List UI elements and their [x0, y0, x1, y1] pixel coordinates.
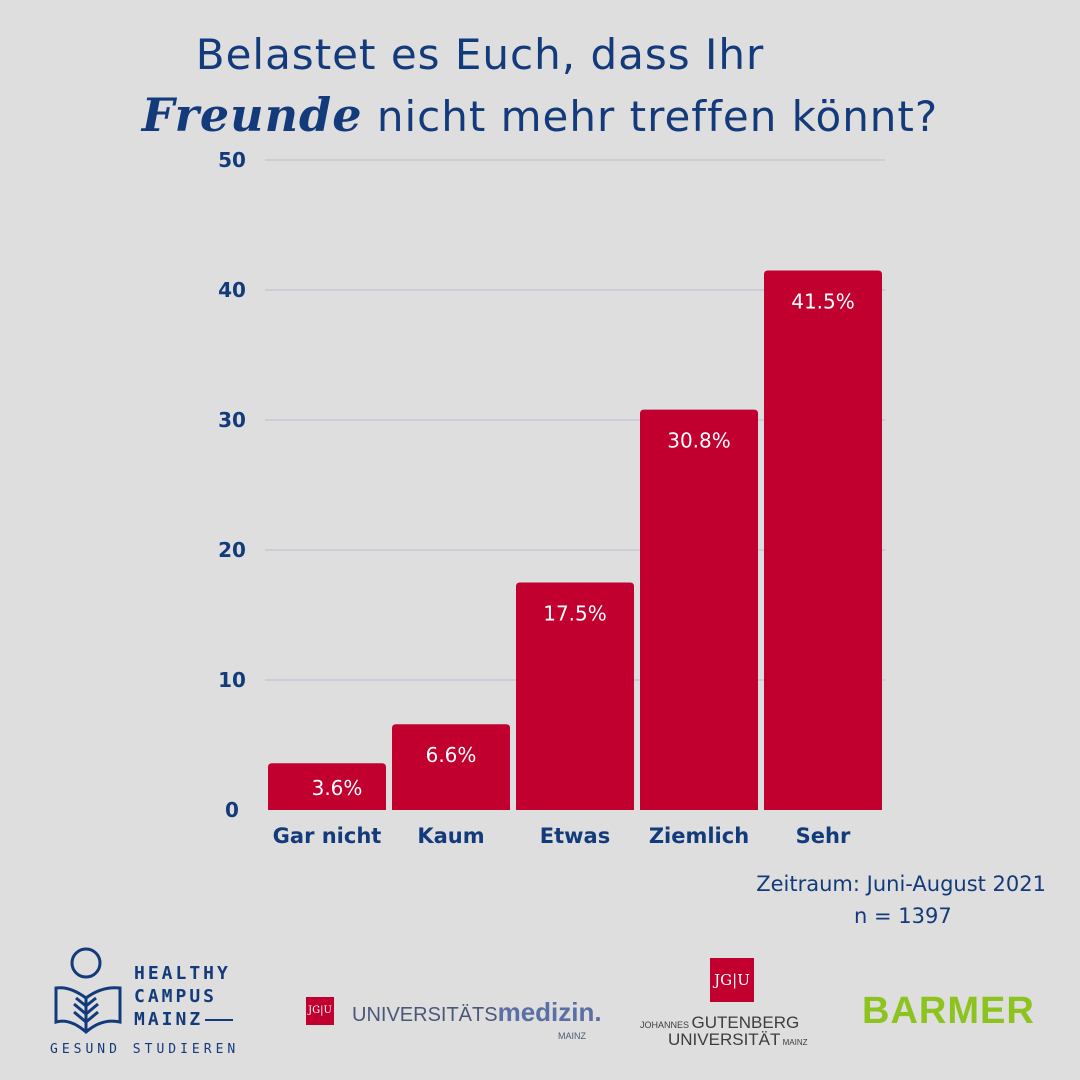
x-category-label: Gar nicht [273, 824, 382, 848]
hcm-line-3: MAINZ [134, 1009, 204, 1030]
sample-size-note: n = 1397 [854, 904, 952, 928]
jgu-logo: JG|U JOHANNES GUTENBERG UNIVERSITÄT MAIN… [636, 958, 816, 1050]
y-tick-label: 40 [218, 278, 246, 302]
um-jgu-mark: JG|U [306, 997, 334, 1025]
bar [764, 270, 882, 810]
um-wordmark-b: medizin. [497, 997, 602, 1027]
x-category-label: Sehr [796, 824, 851, 848]
chart-title-line-1: Belastet es Euch, dass Ihr [195, 30, 765, 79]
data-label: 17.5% [543, 602, 607, 626]
hcm-line-1: HEALTHY [134, 963, 231, 984]
um-wordmark-a: UNIVERSITÄTS [352, 1004, 498, 1026]
jgu-mark: JG|U [710, 958, 754, 1002]
chart-title-rest: nicht mehr treffen könnt? [376, 92, 939, 141]
bar-chart: 0 10 20 30 40 50 3.6% Gar nicht 6.6% Kaum 17.5% Etw… [218, 148, 885, 848]
chart-title-emphasis: Freunde [141, 88, 363, 142]
healthy-campus-mainz-logo: HEALTHY CAMPUS MAINZ GESUND STUDIEREN [50, 946, 250, 1061]
jgu-line-2: UNIVERSITÄT MAINZ [668, 1030, 808, 1050]
barmer-logo: BARMER [862, 990, 1035, 1032]
um-wordmark: UNIVERSITÄTSmedizin. [352, 997, 602, 1028]
data-label: 41.5% [791, 290, 855, 314]
person-reading-book-icon [54, 947, 122, 1034]
universitaetsmedizin-logo: JG|U UNIVERSITÄTSmedizin. MAINZ [306, 995, 606, 1045]
bar [268, 763, 386, 810]
y-tick-label: 30 [218, 408, 246, 432]
y-tick-label: 50 [218, 148, 246, 172]
data-label: 3.6% [312, 776, 363, 800]
y-tick-label: 20 [218, 538, 246, 562]
data-label: 6.6% [426, 743, 477, 767]
data-label: 30.8% [667, 429, 731, 453]
hcm-line-2: CAMPUS [134, 986, 218, 1007]
period-note: Zeitraum: Juni-August 2021 [756, 872, 1046, 896]
hcm-tagline: GESUND STUDIEREN [50, 1042, 240, 1057]
chart-title-line-2: Freunde nicht mehr treffen könnt? [0, 88, 1080, 142]
x-category-label: Kaum [417, 824, 484, 848]
bar [640, 409, 758, 810]
x-category-label: Ziemlich [649, 824, 749, 848]
um-subtitle: MAINZ [558, 1031, 586, 1041]
jgu-line-1-b: GUTENBERG [691, 1013, 800, 1032]
bar [392, 724, 510, 810]
y-tick-label: 0 [225, 798, 239, 822]
jgu-line-1-a: JOHANNES [640, 1020, 692, 1030]
bar [516, 582, 634, 810]
jgu-line-2-a: UNIVERSITÄT [668, 1030, 781, 1049]
x-category-label: Etwas [540, 824, 610, 848]
jgu-line-2-b: MAINZ [780, 1038, 808, 1047]
y-tick-label: 10 [218, 668, 246, 692]
jgu-line-1: JOHANNES GUTENBERG [640, 1013, 799, 1033]
